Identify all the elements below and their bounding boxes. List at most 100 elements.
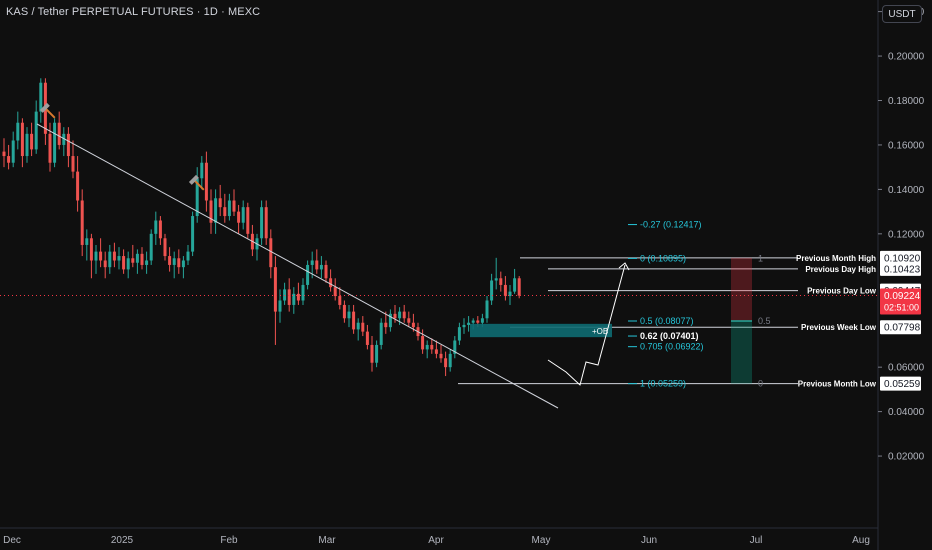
candle-body	[393, 313, 397, 319]
candle-body	[398, 311, 402, 319]
currency-button[interactable]: USDT	[882, 5, 922, 23]
price-tick-label: 0.18000	[888, 96, 925, 107]
candle-body	[11, 140, 15, 163]
candle-body	[315, 260, 319, 270]
price-tag-bg	[880, 376, 921, 391]
candle-body	[2, 151, 6, 157]
candle-body	[494, 278, 498, 281]
candle-body	[154, 220, 158, 234]
price-tag-bg	[880, 320, 921, 335]
fib-level-label: 0 (0.10895)	[640, 253, 686, 263]
candle-body	[407, 318, 411, 323]
candle-body	[273, 267, 277, 312]
candle-body	[149, 233, 153, 261]
time-tick-label: 2025	[111, 535, 134, 546]
candle-body	[370, 344, 374, 363]
candle-body	[508, 291, 512, 297]
fib-level-label: 0.5 (0.08077)	[640, 316, 694, 326]
candle-body	[421, 336, 425, 350]
candle-body	[439, 353, 443, 359]
price-tick-label: 0.04000	[888, 407, 925, 418]
time-axis[interactable]: Dec 2025 Feb Mar Apr May Jun Jul Aug	[0, 527, 878, 546]
time-tick-label: Dec	[3, 535, 21, 546]
candle-body	[145, 260, 149, 265]
candle-body	[269, 238, 273, 268]
level-price-tag[interactable]: 0.10423	[880, 261, 921, 276]
level-line-label: Previous Week Low	[801, 323, 877, 332]
candle-body	[283, 289, 287, 301]
candle-body	[140, 253, 144, 265]
candle-body	[517, 278, 521, 296]
take-profit-zone	[731, 321, 752, 384]
fib-right-label: 0.5	[758, 316, 771, 326]
candle-body	[462, 324, 466, 328]
hammer-icon	[39, 102, 56, 119]
candle-body	[379, 322, 383, 345]
candle-body	[503, 284, 507, 297]
candle-body	[223, 207, 227, 217]
candle-body	[260, 207, 264, 239]
candle-body	[448, 353, 452, 368]
time-tick-label: Jun	[641, 535, 657, 546]
candle-body	[347, 311, 351, 319]
time-tick-label: Apr	[428, 535, 444, 546]
candle-body	[131, 258, 135, 263]
candle-body	[200, 162, 204, 179]
candle-body	[480, 318, 484, 323]
fib-right-label: 0	[758, 379, 763, 389]
candle-body	[227, 200, 231, 217]
candle-body	[471, 320, 475, 323]
candle-body	[57, 122, 61, 145]
candle-body	[264, 207, 268, 239]
time-tick-label: Aug	[852, 535, 870, 546]
candle-body	[388, 313, 392, 328]
candle-body	[296, 293, 300, 301]
candle-body	[30, 133, 34, 150]
trendline	[36, 123, 559, 409]
candle-body	[117, 256, 121, 261]
current-price-label: 0.09224	[884, 291, 921, 302]
level-line-label: Previous Month High	[796, 254, 876, 263]
candle-body	[292, 293, 296, 305]
candle-body	[103, 260, 107, 268]
candle-body	[108, 251, 112, 268]
candle-body	[126, 258, 130, 270]
candle-body	[135, 253, 139, 263]
candle-body	[499, 278, 503, 285]
price-tag-bg	[880, 250, 921, 265]
candle-body	[209, 200, 213, 223]
candle-body	[89, 238, 93, 261]
candle-body	[352, 311, 356, 330]
level-price-tag[interactable]: 0.05259	[880, 376, 921, 391]
candle-body	[25, 133, 29, 157]
candle-body	[20, 122, 24, 157]
candle-body	[329, 278, 333, 288]
candle-body	[434, 349, 438, 354]
drawings: Previous Month High Previous Day High Prev…	[0, 102, 878, 409]
hammer-handle	[193, 179, 205, 191]
candle-body	[177, 258, 181, 268]
fib-level-label: 0.705 (0.06922)	[640, 342, 704, 352]
candle-body	[62, 133, 66, 145]
hammer-handle	[44, 107, 56, 119]
candle-countdown: 02:51:00	[884, 303, 919, 313]
candle-body	[338, 296, 342, 305]
candle-body	[476, 320, 480, 323]
fib-level-label: 0.62 (0.07401)	[640, 331, 699, 341]
price-tag-label: 0.05259	[884, 379, 921, 390]
candle-body	[76, 171, 80, 201]
stop-loss-zone	[731, 257, 752, 322]
time-tick-label: May	[532, 535, 551, 546]
candle-body	[232, 200, 236, 212]
level-price-tag[interactable]: 0.07798	[880, 320, 921, 335]
candle-body	[365, 331, 369, 345]
candle-body	[48, 133, 52, 163]
candle-body	[195, 178, 199, 217]
fib-level-label: 1 (0.05259)	[640, 379, 686, 389]
level-price-tag[interactable]: 0.10920	[880, 250, 921, 265]
price-tag-label: 0.10920	[884, 253, 921, 264]
candle-body	[246, 207, 250, 234]
